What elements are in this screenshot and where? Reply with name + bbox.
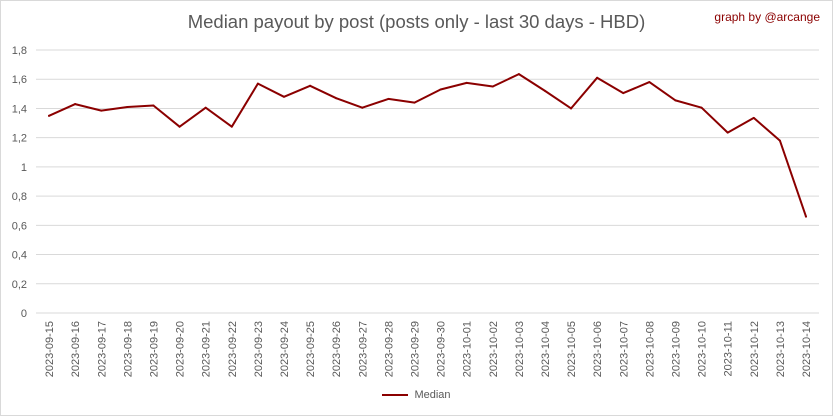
data-point bbox=[230, 125, 233, 128]
x-tick-label: 2023-09-19 bbox=[148, 321, 160, 377]
data-point bbox=[491, 85, 494, 88]
chart-title: Median payout by post (posts only - last… bbox=[187, 11, 646, 32]
data-point bbox=[700, 106, 703, 109]
x-tick-label: 2023-09-27 bbox=[357, 321, 369, 377]
data-point bbox=[804, 215, 807, 218]
legend-swatch-median bbox=[382, 394, 409, 396]
x-tick-label: 2023-10-03 bbox=[514, 321, 526, 377]
data-point bbox=[387, 97, 390, 100]
x-tick-label: 2023-10-04 bbox=[540, 321, 552, 377]
data-point bbox=[517, 73, 520, 76]
x-tick-label: 2023-10-14 bbox=[801, 321, 813, 377]
y-tick-label: 0,8 bbox=[12, 191, 27, 203]
data-point bbox=[726, 131, 729, 134]
data-point bbox=[622, 92, 625, 95]
data-point bbox=[256, 82, 259, 85]
x-tick-label: 2023-10-05 bbox=[566, 321, 578, 377]
x-tick-label: 2023-10-12 bbox=[749, 321, 761, 377]
data-point bbox=[204, 106, 207, 109]
x-tick-label: 2023-09-17 bbox=[96, 321, 108, 377]
x-tick-label: 2023-10-08 bbox=[644, 321, 656, 377]
legend-label-median: Median bbox=[414, 389, 451, 401]
y-tick-label: 1 bbox=[21, 162, 27, 174]
data-point bbox=[543, 89, 546, 92]
y-tick-label: 0 bbox=[21, 308, 27, 320]
x-tick-label: 2023-09-23 bbox=[253, 321, 265, 377]
data-point bbox=[152, 104, 155, 107]
x-tick-label: 2023-10-06 bbox=[592, 321, 604, 377]
data-point bbox=[48, 114, 51, 117]
x-tick-label: 2023-10-09 bbox=[670, 321, 682, 377]
x-tick-label: 2023-09-24 bbox=[279, 321, 291, 377]
y-tick-label: 1,2 bbox=[12, 133, 27, 145]
chart-legend: Median bbox=[1, 389, 832, 401]
x-tick-label: 2023-09-28 bbox=[383, 321, 395, 377]
data-point bbox=[674, 99, 677, 102]
data-point bbox=[570, 107, 573, 110]
x-tick-label: 2023-10-02 bbox=[488, 321, 500, 377]
data-point bbox=[309, 84, 312, 87]
x-tick-label: 2023-10-13 bbox=[775, 321, 787, 377]
y-tick-label: 0,6 bbox=[12, 220, 27, 232]
data-point bbox=[778, 139, 781, 142]
y-tick-label: 1,6 bbox=[12, 74, 27, 86]
x-tick-label: 2023-09-22 bbox=[227, 321, 239, 377]
x-tick-label: 2023-10-10 bbox=[697, 321, 709, 377]
data-point bbox=[439, 88, 442, 91]
data-point bbox=[282, 95, 285, 98]
data-point bbox=[596, 76, 599, 79]
x-tick-label: 2023-09-21 bbox=[201, 321, 213, 377]
data-point bbox=[335, 97, 338, 100]
data-point bbox=[178, 125, 181, 128]
x-tick-label: 2023-10-11 bbox=[723, 321, 735, 376]
data-point bbox=[126, 105, 129, 108]
y-tick-label: 0,2 bbox=[12, 279, 27, 291]
x-tick-label: 2023-09-18 bbox=[122, 321, 134, 377]
data-point bbox=[465, 81, 468, 84]
data-point bbox=[361, 106, 364, 109]
series-line-median bbox=[48, 73, 807, 218]
x-tick-label: 2023-10-07 bbox=[618, 321, 630, 377]
data-point bbox=[100, 109, 103, 112]
x-tick-label: 2023-09-30 bbox=[436, 321, 448, 377]
x-tick-label: 2023-09-20 bbox=[175, 321, 187, 377]
x-tick-label: 2023-09-15 bbox=[44, 321, 56, 377]
y-tick-label: 0,4 bbox=[12, 250, 27, 262]
x-tick-label: 2023-09-26 bbox=[331, 321, 343, 377]
data-point bbox=[752, 116, 755, 119]
y-tick-label: 1,8 bbox=[12, 45, 27, 57]
data-point bbox=[74, 103, 77, 106]
data-point bbox=[413, 101, 416, 104]
x-tick-label: 2023-10-01 bbox=[462, 321, 474, 377]
x-tick-label: 2023-09-25 bbox=[305, 321, 317, 377]
y-tick-label: 1,4 bbox=[12, 103, 27, 115]
x-tick-label: 2023-09-29 bbox=[409, 321, 421, 377]
x-tick-label: 2023-09-16 bbox=[70, 321, 82, 377]
chart-credit: graph by @arcange bbox=[714, 10, 820, 24]
data-point bbox=[648, 81, 651, 84]
